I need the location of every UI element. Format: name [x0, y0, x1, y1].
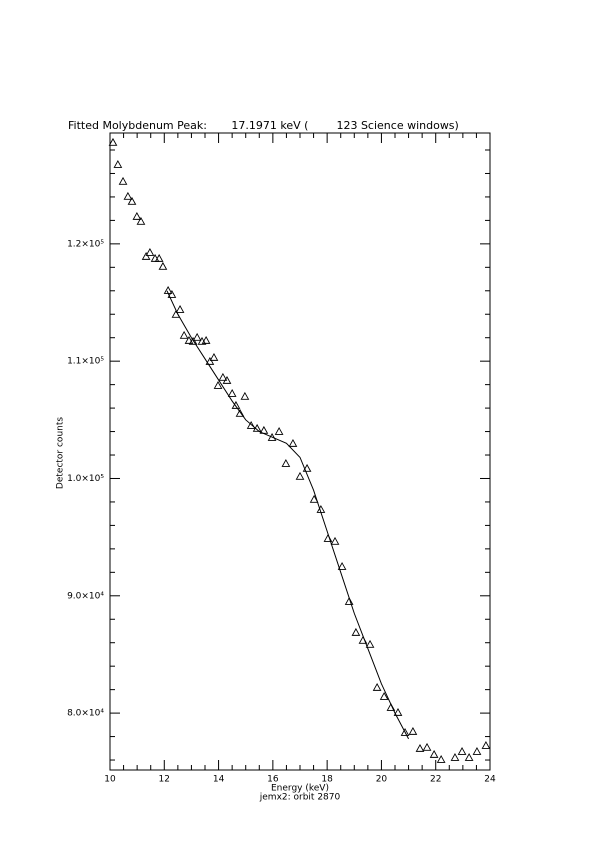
- data-point: [192, 332, 202, 341]
- data-point: [145, 247, 155, 256]
- subtitle: jemx2: orbit 2870: [259, 793, 341, 803]
- data-point: [422, 742, 432, 751]
- data-point: [205, 356, 215, 365]
- x-tick-label: 20: [376, 775, 388, 785]
- data-point: [184, 335, 194, 344]
- data-point: [450, 752, 460, 761]
- y-tick-label: 1.0×10⁵: [67, 474, 104, 484]
- data-point: [344, 596, 354, 605]
- data-point: [175, 304, 185, 313]
- data-point: [240, 391, 250, 400]
- x-tick-label: 14: [213, 775, 225, 785]
- data-point: [330, 536, 340, 545]
- y-tick-label: 1.2×10⁵: [67, 239, 104, 249]
- x-tick-label: 24: [484, 775, 496, 785]
- x-tick-label: 10: [104, 775, 116, 785]
- data-point: [302, 463, 312, 472]
- data-point: [136, 216, 146, 225]
- data-point: [213, 380, 223, 389]
- data-point: [415, 743, 425, 752]
- data-point: [379, 691, 389, 700]
- x-tick-label: 12: [159, 775, 170, 785]
- y-tick-label: 9.0×10⁴: [67, 591, 104, 601]
- data-point: [408, 726, 418, 735]
- data-point: [295, 471, 305, 480]
- data-point: [481, 741, 491, 749]
- data-point: [167, 289, 177, 298]
- y-tick-label: 1.1×10⁵: [67, 357, 104, 367]
- data-point: [209, 352, 219, 361]
- data-point: [158, 261, 168, 270]
- data-point: [281, 459, 291, 467]
- data-point: [227, 388, 237, 397]
- chart-title: Fitted Molybdenum Peak: 17.1971 keV ( 12…: [68, 119, 459, 132]
- data-point: [218, 372, 228, 381]
- y-axis-label: Detector counts: [56, 417, 66, 489]
- x-tick-label: 22: [430, 775, 441, 785]
- data-point: [457, 747, 467, 755]
- data-point: [267, 432, 277, 441]
- plot-frame: [109, 132, 491, 771]
- data-point: [464, 752, 474, 761]
- data-point: [201, 335, 211, 344]
- data-point: [235, 408, 245, 417]
- fit-line: [166, 290, 410, 740]
- data-point: [372, 682, 382, 691]
- data-point: [127, 196, 137, 205]
- data-point: [337, 562, 347, 570]
- data-point: [393, 707, 403, 716]
- x-tick-label: 16: [267, 775, 279, 785]
- data-point: [179, 330, 189, 339]
- x-axis-label: Energy (keV): [271, 784, 329, 794]
- data-point: [231, 400, 241, 409]
- data-point: [246, 420, 256, 429]
- data-point: [188, 336, 198, 345]
- data-point: [171, 309, 181, 318]
- data-point: [113, 159, 123, 168]
- data-point: [472, 747, 482, 755]
- data-point: [141, 251, 151, 260]
- data-point: [436, 754, 446, 763]
- data-point: [108, 137, 118, 146]
- data-point: [154, 253, 164, 262]
- data-point: [351, 627, 361, 636]
- x-tick-label: 18: [321, 775, 333, 785]
- data-point: [222, 375, 232, 384]
- data-point: [288, 438, 298, 447]
- data-point: [123, 191, 133, 200]
- data-point: [132, 211, 142, 220]
- data-point: [365, 639, 375, 648]
- data-point: [309, 494, 319, 503]
- data-point: [118, 176, 128, 185]
- y-tick-label: 8.0×10⁴: [67, 709, 104, 719]
- data-point: [429, 749, 439, 758]
- data-point: [274, 426, 284, 435]
- data-point: [400, 728, 410, 736]
